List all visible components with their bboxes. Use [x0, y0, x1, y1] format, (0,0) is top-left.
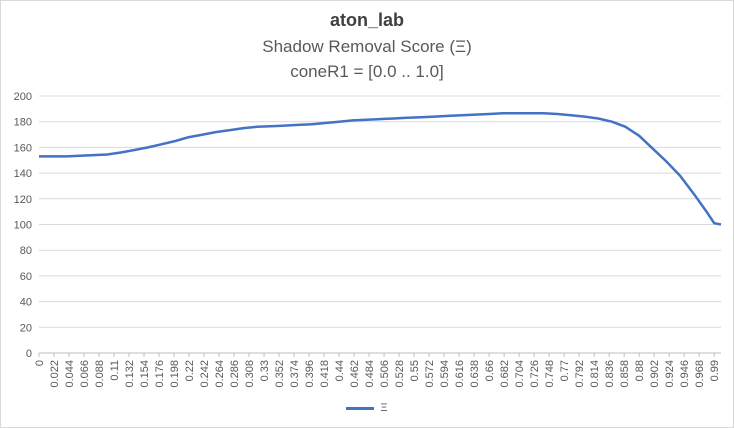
legend: Ξ — [0, 402, 734, 414]
x-tick-label: 0.924 — [664, 360, 676, 388]
x-tick-label: 0.726 — [529, 360, 541, 388]
y-tick-label: 180 — [14, 117, 32, 129]
x-tick-label: 0.528 — [394, 360, 406, 388]
x-tick-label: 0.352 — [274, 360, 286, 388]
x-tick-label: 0.176 — [154, 360, 166, 388]
y-tick-label: 160 — [14, 142, 32, 154]
x-tick-label: 0.616 — [454, 360, 466, 388]
x-tick-label: 0.374 — [289, 360, 301, 388]
legend-swatch — [346, 406, 375, 410]
x-tick-label: 0.704 — [514, 360, 526, 388]
x-tick-label: 0.44 — [334, 360, 346, 381]
x-tick-label: 0.946 — [679, 360, 691, 388]
x-tick-label: 0.198 — [169, 360, 181, 388]
y-tick-label: 40 — [20, 297, 32, 309]
x-tick-label: 0.506 — [379, 360, 391, 388]
x-tick-label: 0.682 — [499, 360, 511, 388]
x-tick-label: 0.968 — [694, 360, 706, 388]
x-tick-label: 0.99 — [709, 360, 721, 381]
x-tick-label: 0.088 — [94, 360, 106, 388]
x-tick-label: 0.11 — [109, 360, 121, 381]
y-tick-label: 100 — [14, 220, 32, 232]
x-tick-label: 0.638 — [469, 360, 481, 388]
x-tick-label: 0.902 — [649, 360, 661, 388]
y-tick-label: 120 — [14, 194, 32, 206]
y-tick-label: 80 — [20, 245, 32, 257]
chart-subtitle-range: coneR1 = [0.0 .. 1.0] — [290, 62, 444, 81]
x-tick-label: 0.154 — [139, 360, 151, 388]
x-tick-label: 0.55 — [409, 360, 421, 381]
x-tick-label: 0.814 — [589, 360, 601, 388]
x-tick-label: 0.044 — [64, 360, 76, 388]
chart-subtitle: Shadow Removal Score (Ξ) — [262, 37, 472, 56]
y-tick-label: 60 — [20, 271, 32, 283]
x-tick-label: 0.484 — [364, 360, 376, 388]
y-tick-label: 200 — [14, 91, 32, 103]
x-tick-label: 0.858 — [619, 360, 631, 388]
x-tick-label: 0.594 — [439, 360, 451, 388]
x-tick-label: 0.836 — [604, 360, 616, 388]
x-tick-label: 0.792 — [574, 360, 586, 388]
x-tick-label: 0 — [34, 360, 46, 366]
x-tick-label: 0.242 — [199, 360, 211, 388]
x-tick-label: 0.77 — [559, 360, 571, 381]
x-tick-label: 0.88 — [634, 360, 646, 381]
series-line — [39, 112, 722, 226]
x-tick-label: 0.572 — [424, 360, 436, 388]
legend-label: Ξ — [380, 402, 388, 414]
x-tick-label: 0.462 — [349, 360, 361, 388]
x-tick-label: 0.418 — [319, 360, 331, 388]
x-tick-label: 0.66 — [484, 360, 496, 381]
chart-title: aton_lab — [329, 10, 404, 30]
x-tick-label: 0.132 — [124, 360, 136, 388]
x-tick-label: 0.066 — [79, 360, 91, 388]
x-tick-label: 0.022 — [49, 360, 61, 388]
x-tick-label: 0.33 — [259, 360, 271, 381]
y-tick-label: 20 — [20, 322, 32, 334]
x-tick-label: 0.748 — [544, 360, 556, 388]
x-tick-label: 0.308 — [244, 360, 256, 388]
x-tick-label: 0.264 — [214, 360, 226, 388]
x-tick-label: 0.286 — [229, 360, 241, 388]
y-tick-label: 0 — [26, 348, 32, 360]
x-tick-label: 0.396 — [304, 360, 316, 388]
x-tick-label: 0.22 — [184, 360, 196, 381]
y-tick-label: 140 — [14, 168, 32, 180]
